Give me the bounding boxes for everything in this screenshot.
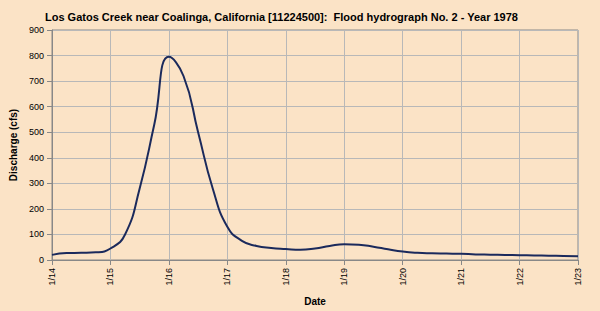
svg-text:1/20: 1/20 (398, 268, 408, 286)
svg-text:800: 800 (29, 51, 44, 61)
svg-text:300: 300 (29, 178, 44, 188)
svg-text:Los Gatos Creek near Coalinga,: Los Gatos Creek near Coalinga, Californi… (45, 11, 518, 23)
svg-text:Discharge (cfs): Discharge (cfs) (8, 109, 19, 181)
svg-text:1/21: 1/21 (456, 268, 466, 286)
svg-text:1/16: 1/16 (164, 268, 174, 286)
svg-text:600: 600 (29, 102, 44, 112)
svg-text:1/19: 1/19 (339, 268, 349, 286)
svg-text:1/17: 1/17 (222, 268, 232, 286)
svg-text:1/22: 1/22 (515, 268, 525, 286)
svg-text:200: 200 (29, 204, 44, 214)
svg-text:0: 0 (39, 255, 44, 265)
svg-text:100: 100 (29, 229, 44, 239)
svg-text:400: 400 (29, 153, 44, 163)
svg-text:700: 700 (29, 76, 44, 86)
svg-text:1/18: 1/18 (281, 268, 291, 286)
svg-text:900: 900 (29, 25, 44, 35)
svg-text:1/23: 1/23 (573, 268, 583, 286)
svg-text:1/14: 1/14 (47, 268, 57, 286)
svg-text:1/15: 1/15 (105, 268, 115, 286)
svg-text:500: 500 (29, 127, 44, 137)
svg-text:Date: Date (304, 296, 326, 307)
